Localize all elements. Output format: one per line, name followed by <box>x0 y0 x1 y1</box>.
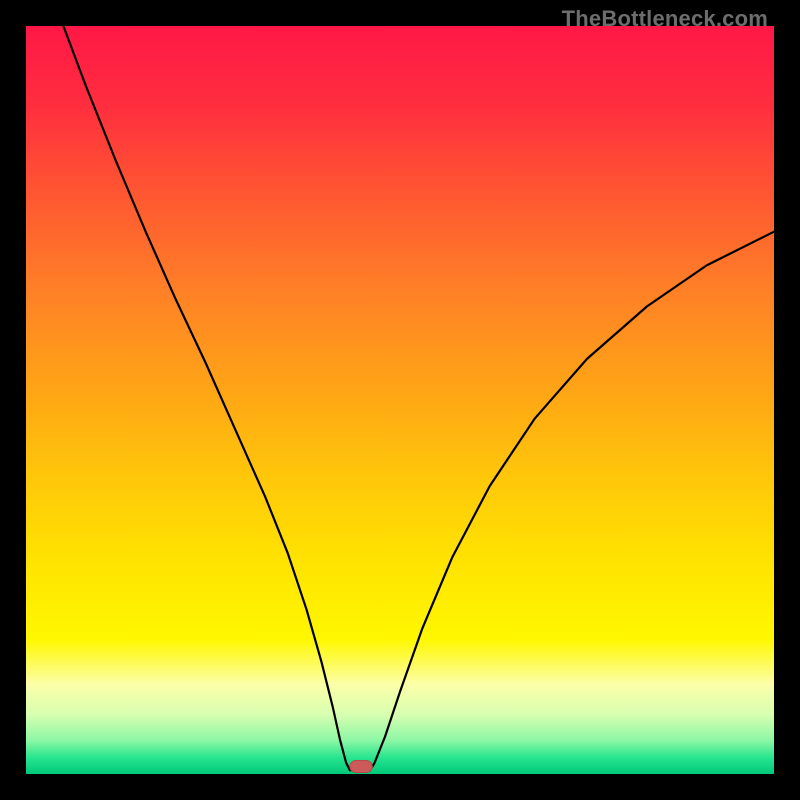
bottleneck-curve <box>26 26 774 774</box>
optimal-point-marker <box>350 761 372 773</box>
source-watermark: TheBottleneck.com <box>562 6 768 32</box>
curve-path <box>63 26 774 770</box>
chart-frame: TheBottleneck.com <box>0 0 800 800</box>
plot-area <box>26 26 774 774</box>
